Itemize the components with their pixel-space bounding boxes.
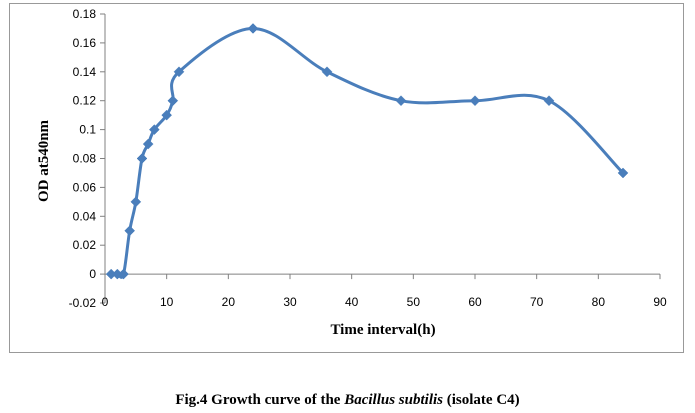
data-point — [167, 95, 179, 107]
y-tick-label: 0.06 — [73, 180, 97, 194]
y-tick-label: 0.14 — [73, 65, 97, 79]
y-axis: -0.02 0 0.02 0.04 0.06 0.08 0.1 0.12 0.14 0.16 0.1… — [69, 7, 106, 310]
data-point — [173, 66, 185, 78]
y-tick-label: 0.08 — [73, 152, 97, 166]
data-point — [130, 196, 142, 208]
data-point — [321, 66, 333, 78]
series-line — [111, 26, 625, 279]
x-tick-label: 40 — [345, 295, 359, 309]
figure-caption: Fig.4 Growth curve of the Bacillus subti… — [0, 392, 695, 409]
data-point — [247, 23, 259, 34]
x-tick-label: 80 — [592, 295, 606, 309]
data-point — [136, 153, 148, 164]
x-tick-label: 50 — [407, 295, 421, 309]
growth-curve-chart: -0.02 0 0.02 0.04 0.06 0.08 0.1 0.12 0.14 0.16 0.1… — [36, 7, 667, 338]
x-axis-title: Time interval(h) — [330, 322, 435, 338]
y-axis-title: OD at540nm — [36, 119, 52, 202]
data-point — [161, 109, 173, 121]
data-point — [395, 95, 407, 107]
y-tick-label: -0.02 — [69, 296, 97, 310]
data-point — [142, 138, 154, 150]
y-tick-label: 0.16 — [73, 36, 97, 50]
data-point — [118, 268, 129, 280]
y-tick-label: 0.18 — [73, 7, 97, 21]
x-tick-label: 90 — [653, 295, 667, 309]
series — [105, 23, 629, 280]
x-tick-label: 10 — [160, 295, 174, 309]
x-axis: 0 10 20 30 40 50 60 70 80 90 — [102, 273, 667, 309]
data-point — [617, 167, 629, 179]
caption-species: Bacillus subtilis — [344, 392, 443, 408]
data-point — [469, 95, 481, 107]
data-point — [543, 95, 555, 107]
x-tick-label: 20 — [222, 295, 236, 309]
x-tick-label: 70 — [530, 295, 544, 309]
y-tick-label: 0.02 — [73, 238, 97, 252]
y-tick-label: 0.04 — [73, 209, 97, 223]
x-tick-label: 60 — [468, 295, 482, 309]
y-tick-label: 0.12 — [73, 94, 97, 108]
data-point — [148, 124, 160, 135]
chart-frame: -0.02 0 0.02 0.04 0.06 0.08 0.1 0.12 0.14 0.16 0.1… — [9, 3, 684, 353]
caption-prefix: Fig.4 Growth curve of the — [175, 392, 345, 408]
y-tick-label: 0.1 — [79, 123, 96, 137]
caption-suffix: (isolate C4) — [443, 392, 520, 408]
x-tick-label: 0 — [102, 295, 109, 309]
x-tick-label: 30 — [283, 295, 297, 309]
data-point — [124, 225, 136, 237]
y-tick-label: 0 — [89, 267, 96, 281]
